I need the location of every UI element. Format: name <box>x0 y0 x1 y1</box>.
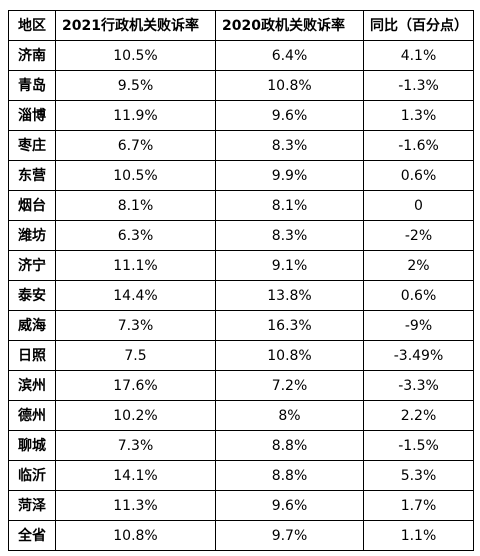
table-row: 全省 10.8% 9.7% 1.1% <box>8 520 474 551</box>
rate-2021-cell: 10.5% <box>55 160 216 191</box>
region-cell: 德州 <box>8 400 56 431</box>
yoy-change-cell: -9% <box>363 310 474 341</box>
yoy-change-cell: -2% <box>363 220 474 251</box>
rate-2021-cell: 8.1% <box>55 190 216 221</box>
region-cell: 菏泽 <box>8 490 56 521</box>
rate-2021-cell: 7.5 <box>55 340 216 371</box>
table-body: 济南 10.5% 6.4% 4.1% 青岛 9.5% 10.8% -1.3% 淄博 11.9% 9.… <box>8 40 474 551</box>
yoy-change-cell: 5.3% <box>363 460 474 491</box>
rate-2021-cell: 11.9% <box>55 100 216 131</box>
table-row: 泰安 14.4% 13.8% 0.6% <box>8 280 474 311</box>
yoy-change-cell: -3.3% <box>363 370 474 401</box>
region-cell: 临沂 <box>8 460 56 491</box>
region-cell: 淄博 <box>8 100 56 131</box>
table-row: 枣庄 6.7% 8.3% -1.6% <box>8 130 474 161</box>
rate-2021-cell: 17.6% <box>55 370 216 401</box>
rate-2020-cell: 9.6% <box>215 100 364 131</box>
yoy-change-cell: 2.2% <box>363 400 474 431</box>
rate-2020-cell: 16.3% <box>215 310 364 341</box>
region-cell: 济南 <box>8 40 56 71</box>
rate-2020-cell: 9.1% <box>215 250 364 281</box>
rate-2020-cell: 9.6% <box>215 490 364 521</box>
rate-2020-cell: 6.4% <box>215 40 364 71</box>
rate-2021-cell: 11.1% <box>55 250 216 281</box>
region-cell: 泰安 <box>8 280 56 311</box>
table-row: 日照 7.5 10.8% -3.49% <box>8 340 474 371</box>
rate-2021-cell: 9.5% <box>55 70 216 101</box>
table-row: 济宁 11.1% 9.1% 2% <box>8 250 474 281</box>
rate-2021-cell: 10.5% <box>55 40 216 71</box>
header-region: 地区 <box>8 10 56 41</box>
table-row: 烟台 8.1% 8.1% 0 <box>8 190 474 221</box>
region-cell: 青岛 <box>8 70 56 101</box>
yoy-change-cell: 1.7% <box>363 490 474 521</box>
yoy-change-cell: 2% <box>363 250 474 281</box>
region-cell: 滨州 <box>8 370 56 401</box>
region-cell: 烟台 <box>8 190 56 221</box>
rate-2020-cell: 9.9% <box>215 160 364 191</box>
rate-2021-cell: 11.3% <box>55 490 216 521</box>
rate-2021-cell: 6.7% <box>55 130 216 161</box>
table-row: 聊城 7.3% 8.8% -1.5% <box>8 430 474 461</box>
rate-2021-cell: 7.3% <box>55 430 216 461</box>
yoy-change-cell: -1.3% <box>363 70 474 101</box>
rate-2020-cell: 8.8% <box>215 430 364 461</box>
header-2021-rate: 2021行政机关败诉率 <box>55 10 216 41</box>
rate-2020-cell: 10.8% <box>215 340 364 371</box>
rate-2020-cell: 7.2% <box>215 370 364 401</box>
table-row: 潍坊 6.3% 8.3% -2% <box>8 220 474 251</box>
yoy-change-cell: 4.1% <box>363 40 474 71</box>
header-yoy-change: 同比（百分点） <box>363 10 474 41</box>
table-row: 德州 10.2% 8% 2.2% <box>8 400 474 431</box>
table-row: 临沂 14.1% 8.8% 5.3% <box>8 460 474 491</box>
rate-2021-cell: 6.3% <box>55 220 216 251</box>
yoy-change-cell: 0 <box>363 190 474 221</box>
yoy-change-cell: -1.6% <box>363 130 474 161</box>
rate-2021-cell: 10.8% <box>55 520 216 551</box>
table-row: 威海 7.3% 16.3% -9% <box>8 310 474 341</box>
region-cell: 威海 <box>8 310 56 341</box>
yoy-change-cell: -3.49% <box>363 340 474 371</box>
region-cell: 枣庄 <box>8 130 56 161</box>
table-row: 济南 10.5% 6.4% 4.1% <box>8 40 474 71</box>
table-header-row: 地区 2021行政机关败诉率 2020政机关败诉率 同比（百分点） <box>8 10 474 41</box>
rate-2020-cell: 8.8% <box>215 460 364 491</box>
region-cell: 东营 <box>8 160 56 191</box>
litigation-loss-rate-table: 地区 2021行政机关败诉率 2020政机关败诉率 同比（百分点） 济南 10.5… <box>8 10 474 551</box>
rate-2020-cell: 8% <box>215 400 364 431</box>
region-cell: 日照 <box>8 340 56 371</box>
region-cell: 聊城 <box>8 430 56 461</box>
rate-2021-cell: 14.4% <box>55 280 216 311</box>
rate-2021-cell: 10.2% <box>55 400 216 431</box>
region-cell: 济宁 <box>8 250 56 281</box>
table-row: 东营 10.5% 9.9% 0.6% <box>8 160 474 191</box>
table-row: 菏泽 11.3% 9.6% 1.7% <box>8 490 474 521</box>
yoy-change-cell: 0.6% <box>363 160 474 191</box>
rate-2021-cell: 7.3% <box>55 310 216 341</box>
rate-2021-cell: 14.1% <box>55 460 216 491</box>
yoy-change-cell: 1.1% <box>363 520 474 551</box>
rate-2020-cell: 13.8% <box>215 280 364 311</box>
rate-2020-cell: 8.1% <box>215 190 364 221</box>
region-cell: 潍坊 <box>8 220 56 251</box>
region-cell: 全省 <box>8 520 56 551</box>
yoy-change-cell: 0.6% <box>363 280 474 311</box>
rate-2020-cell: 8.3% <box>215 220 364 251</box>
rate-2020-cell: 9.7% <box>215 520 364 551</box>
table-row: 滨州 17.6% 7.2% -3.3% <box>8 370 474 401</box>
yoy-change-cell: -1.5% <box>363 430 474 461</box>
rate-2020-cell: 10.8% <box>215 70 364 101</box>
table-row: 青岛 9.5% 10.8% -1.3% <box>8 70 474 101</box>
rate-2020-cell: 8.3% <box>215 130 364 161</box>
table-row: 淄博 11.9% 9.6% 1.3% <box>8 100 474 131</box>
header-2020-rate: 2020政机关败诉率 <box>215 10 364 41</box>
yoy-change-cell: 1.3% <box>363 100 474 131</box>
